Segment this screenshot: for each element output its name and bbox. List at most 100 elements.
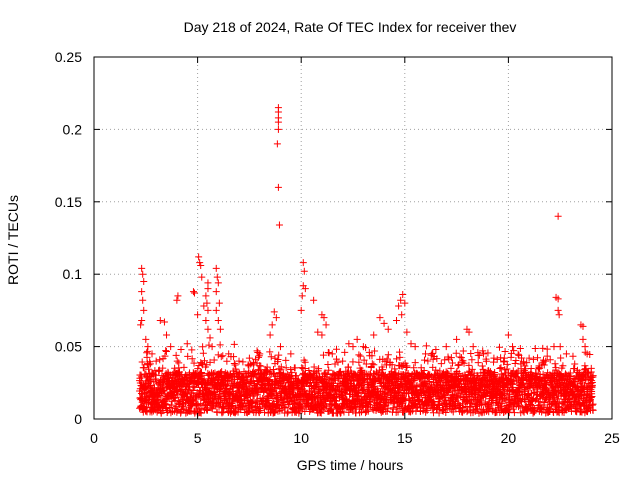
baseline-point (468, 365, 476, 373)
baseline-point (410, 364, 418, 372)
baseline-point (214, 351, 222, 359)
baseline-point (142, 383, 150, 391)
data-point (310, 296, 318, 304)
baseline-point (516, 345, 524, 353)
baseline-point (388, 361, 396, 369)
baseline-point (162, 347, 170, 355)
data-point (442, 343, 450, 351)
baseline-point (383, 355, 391, 363)
baseline-point (459, 347, 467, 355)
baseline-point (446, 384, 454, 392)
data-point (509, 343, 517, 351)
baseline-point (315, 386, 323, 394)
data-point (274, 183, 282, 191)
data-point (581, 343, 589, 351)
baseline-point (399, 399, 407, 407)
baseline-point (511, 359, 519, 367)
data-point (140, 277, 148, 285)
data-point (140, 306, 148, 314)
baseline-point (459, 408, 467, 416)
data-point (504, 331, 512, 339)
data-point (274, 118, 282, 126)
data-point (235, 357, 243, 365)
data-point (287, 350, 295, 358)
baseline-point (333, 345, 341, 353)
baseline-point (393, 355, 401, 363)
data-point (395, 302, 403, 310)
baseline-point (419, 370, 427, 378)
baseline-point (194, 365, 202, 373)
data-point (480, 350, 488, 358)
baseline-point (403, 362, 411, 370)
baseline-point (200, 357, 208, 365)
baseline-point (281, 404, 289, 412)
baseline-point (588, 381, 596, 389)
baseline-point (497, 364, 505, 372)
x-tick-label: 0 (90, 430, 98, 446)
baseline-point (433, 355, 441, 363)
baseline-point (551, 360, 559, 368)
baseline-point (546, 356, 554, 364)
baseline-point (437, 360, 445, 368)
data-point (142, 335, 150, 343)
baseline-point (441, 356, 449, 364)
baseline-point (500, 358, 508, 366)
baseline-point (230, 340, 238, 348)
data-point (399, 290, 407, 298)
baseline-point (301, 358, 309, 366)
data-point (411, 343, 419, 351)
baseline-point (588, 393, 596, 401)
y-tick-label: 0.05 (55, 339, 82, 355)
baseline-point (448, 359, 456, 367)
baseline-point (527, 364, 535, 372)
baseline-point (371, 347, 379, 355)
baseline-point (420, 367, 428, 375)
baseline-point (231, 361, 239, 369)
baseline-point (531, 396, 539, 404)
baseline-point (510, 409, 518, 417)
baseline-point (197, 409, 205, 417)
data-point (213, 273, 221, 281)
baseline-point (355, 351, 363, 359)
data-point (339, 357, 347, 365)
baseline-point (465, 361, 473, 369)
data-point (554, 212, 562, 220)
y-tick-label: 0.1 (63, 266, 83, 282)
baseline-point (517, 354, 525, 362)
baseline-point (239, 358, 247, 366)
baseline-point (496, 365, 504, 373)
baseline-point (167, 401, 175, 409)
data-point (202, 292, 210, 300)
x-tick-label: 25 (604, 430, 620, 446)
data-point (160, 318, 168, 326)
data-point (298, 292, 306, 300)
baseline-point (562, 370, 570, 378)
baseline-point (322, 402, 330, 410)
baseline-point (389, 405, 397, 413)
data-point (398, 311, 406, 319)
baseline-point (275, 351, 283, 359)
data-point (197, 262, 205, 270)
baseline-point (265, 399, 273, 407)
baseline-point (267, 353, 275, 361)
baseline-point (356, 409, 364, 417)
baseline-point (384, 404, 392, 412)
baseline-point (589, 372, 597, 380)
data-point (542, 357, 550, 365)
baseline-point (254, 348, 262, 356)
baseline-point (172, 351, 180, 359)
data-point (328, 350, 336, 358)
baseline-point (497, 370, 505, 378)
data-point (320, 314, 328, 322)
baseline-point (159, 364, 167, 372)
baseline-point (503, 360, 511, 368)
data-point (579, 322, 587, 330)
baseline-point (317, 409, 325, 417)
chart-title: Day 218 of 2024, Rate Of TEC Index for r… (184, 19, 517, 35)
baseline-point (145, 361, 153, 369)
baseline-point (502, 396, 510, 404)
baseline-point (495, 343, 503, 351)
baseline-point (396, 353, 404, 361)
baseline-point (277, 363, 285, 371)
